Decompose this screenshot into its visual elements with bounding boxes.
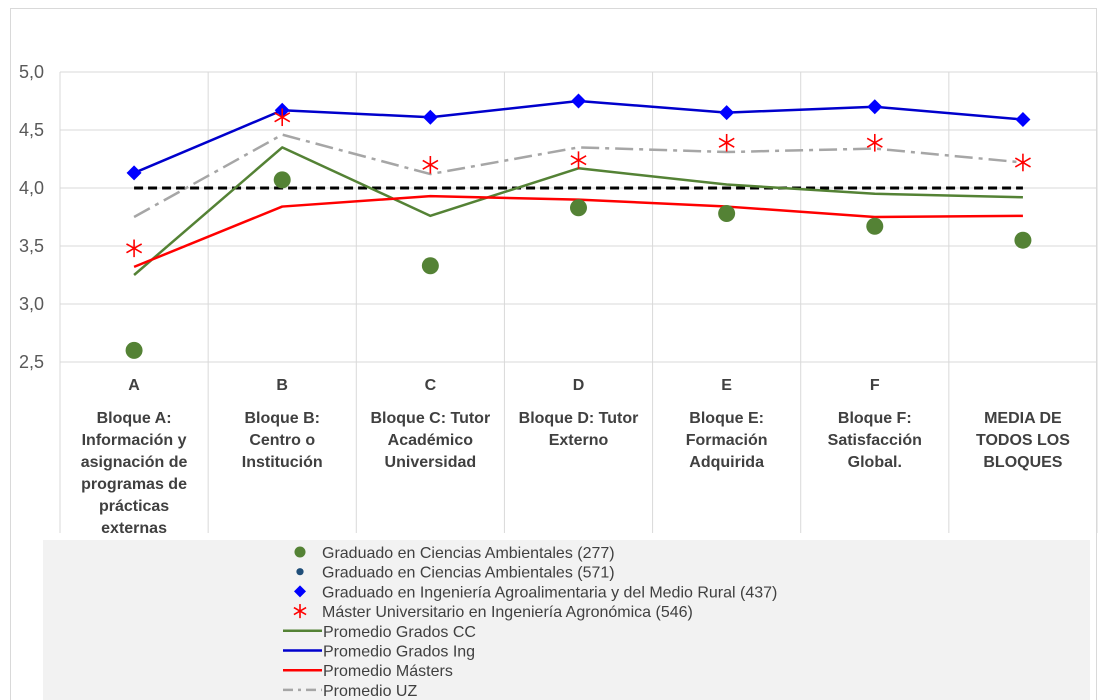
asterisk-stroke	[126, 243, 143, 254]
x-category-label: Bloque F:	[838, 410, 912, 427]
y-tick-label: 4,0	[19, 178, 44, 198]
x-category-label: MEDIA DE	[984, 410, 1062, 427]
x-letter-label: E	[721, 377, 732, 394]
asterisk-stroke	[866, 137, 883, 148]
legend-symbol	[294, 546, 306, 558]
x-category-label: Bloque E:	[689, 410, 764, 427]
x-category-label: Bloque D: Tutor	[519, 410, 639, 427]
legend-label: Graduado en Ciencias Ambientales (277)	[322, 545, 615, 562]
x-category-label: Bloque A:	[97, 410, 172, 427]
data-point	[126, 165, 142, 181]
data-point	[718, 205, 736, 223]
data-point	[1014, 231, 1032, 249]
x-letter-label: A	[128, 377, 140, 394]
y-tick-label: 2,5	[19, 352, 44, 372]
legend-label: Promedio Másters	[323, 663, 453, 680]
asterisk-stroke	[1014, 157, 1031, 168]
x-category-label: TODOS LOS	[976, 432, 1070, 449]
x-category-label: Académico	[388, 432, 474, 449]
data-point	[126, 239, 143, 258]
data-point	[125, 341, 143, 359]
data-point	[570, 199, 587, 217]
asterisk-stroke	[293, 606, 307, 616]
x-category-label: Información y	[82, 432, 187, 449]
x-category-label: externas	[101, 520, 167, 537]
x-letter-label: D	[573, 377, 585, 394]
x-category-label: programas de	[81, 476, 187, 493]
data-point	[274, 108, 291, 127]
legend-label: Promedio UZ	[323, 683, 417, 700]
asterisk-stroke	[422, 159, 439, 170]
legend-label: Máster Universitario en Ingeniería Agron…	[322, 604, 693, 621]
legend-symbol	[294, 585, 306, 598]
x-category-label: Externo	[549, 432, 609, 449]
x-letter-label: C	[425, 377, 437, 394]
legend-label: Promedio Grados Ing	[323, 644, 475, 661]
x-category-label: Global.	[848, 454, 902, 471]
legend-label: Graduado en Ciencias Ambientales (571)	[322, 565, 615, 582]
x-category-label: Institución	[242, 454, 323, 471]
y-tick-label: 3,0	[19, 294, 44, 314]
data-point	[718, 133, 735, 152]
data-point	[1015, 112, 1031, 128]
x-category-label: asignación de	[81, 454, 188, 471]
asterisk-stroke	[274, 112, 291, 123]
data-point	[866, 133, 883, 152]
x-category-label: BLOQUES	[983, 454, 1062, 471]
data-point	[421, 257, 439, 275]
y-tick-label: 3,5	[19, 236, 44, 256]
y-tick-label: 4,5	[19, 120, 44, 140]
data-point	[1014, 153, 1031, 172]
x-letter-label: B	[276, 377, 288, 394]
legend-symbol	[296, 568, 304, 576]
data-point	[422, 156, 439, 174]
x-category-label: Bloque C: Tutor	[371, 410, 491, 427]
data-point	[571, 93, 586, 109]
data-point	[570, 151, 587, 169]
legend-label: Promedio Grados CC	[323, 624, 476, 641]
x-category-label: Centro o	[249, 432, 315, 449]
x-letter-label: F	[870, 377, 880, 394]
asterisk-stroke	[718, 137, 735, 148]
data-point	[867, 99, 883, 115]
data-point	[719, 105, 735, 121]
legend-box	[43, 540, 1090, 700]
data-point	[866, 217, 884, 235]
x-category-label: Bloque B:	[244, 410, 320, 427]
legend-label: Graduado en Ingeniería Agroalimentaria y…	[322, 584, 777, 601]
asterisk-stroke	[570, 155, 587, 166]
x-category-label: prácticas	[99, 498, 169, 515]
x-category-label: Adquirida	[689, 454, 764, 471]
y-tick-label: 5,0	[19, 62, 44, 82]
data-point	[273, 171, 291, 189]
x-category-label: Formación	[686, 432, 768, 449]
data-point	[422, 109, 438, 125]
x-category-label: Universidad	[385, 454, 477, 471]
x-category-label: Satisfacción	[828, 432, 922, 449]
legend-symbol	[293, 604, 307, 619]
